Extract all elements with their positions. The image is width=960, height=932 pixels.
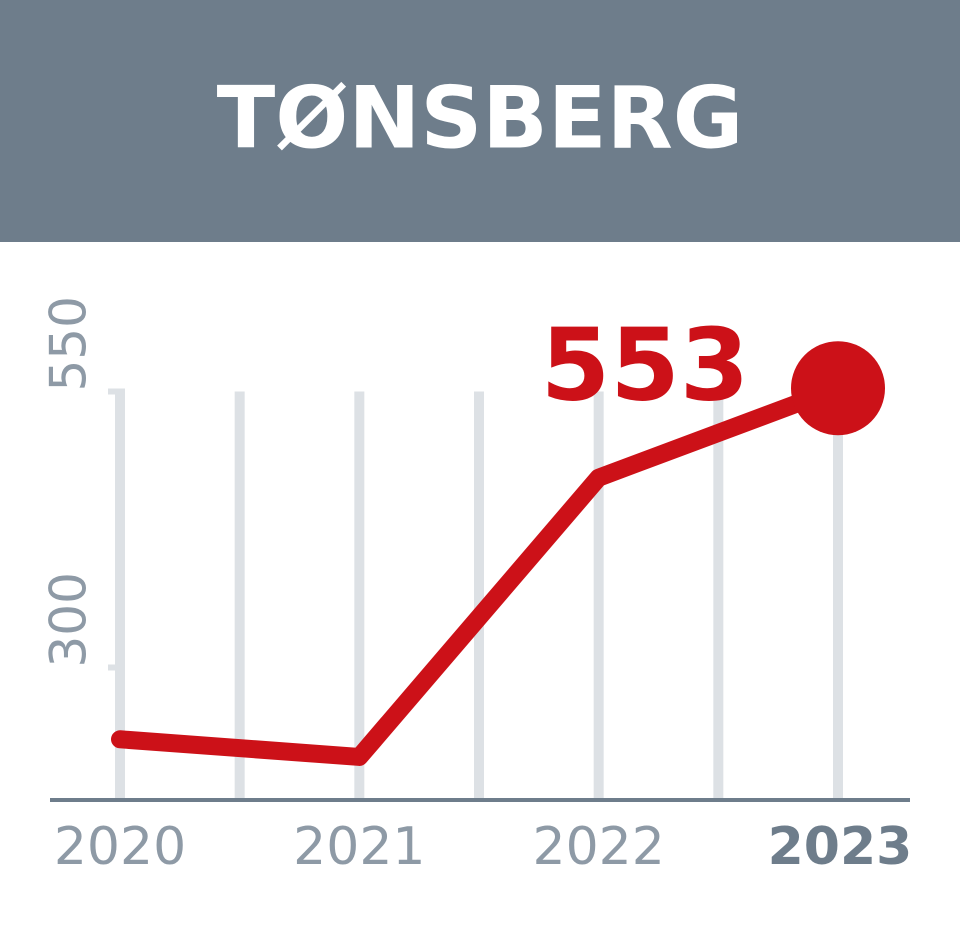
header-bar xyxy=(0,0,960,242)
x-tick-label: 2021 xyxy=(293,817,425,877)
end-point xyxy=(791,341,885,436)
y-tick-label: 550 xyxy=(40,296,98,391)
x-tick-label: 2020 xyxy=(54,817,186,877)
data-line xyxy=(111,379,847,766)
y-tick-label: 300 xyxy=(40,572,98,667)
x-tick-label: 2023 xyxy=(768,817,913,877)
chart-title: TØNSBERG xyxy=(217,68,744,168)
x-tick-label: 2022 xyxy=(532,817,664,877)
value-label: 553 xyxy=(541,306,750,423)
